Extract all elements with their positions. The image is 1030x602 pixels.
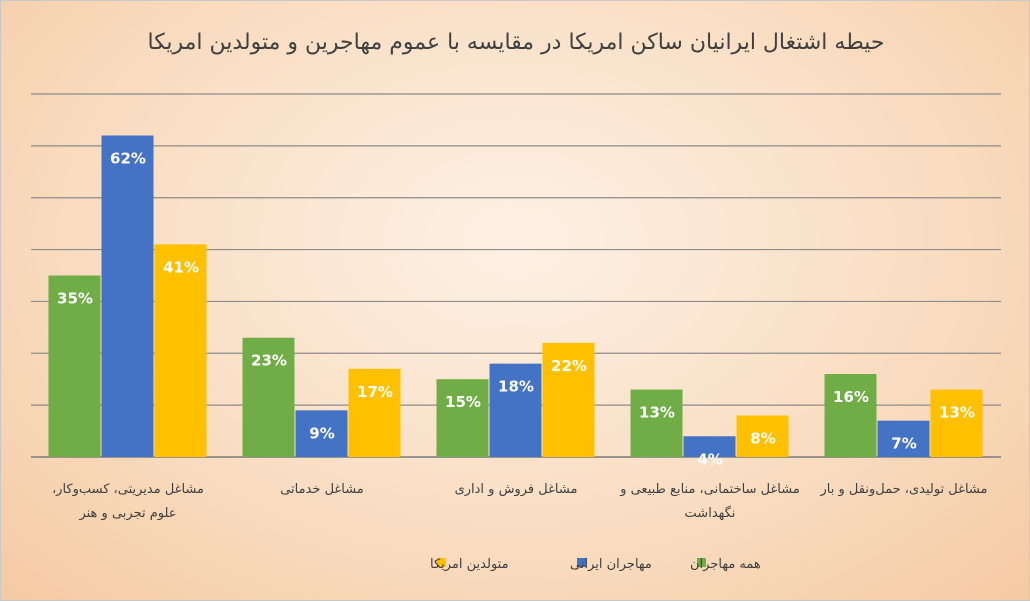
chart-title: حیطه اشتغال ایرانیان ساکن امریکا در مقای…: [148, 30, 885, 55]
bar-value-label: 16%: [833, 388, 869, 406]
bar-value-label: 8%: [750, 430, 775, 448]
bar-value-label: 15%: [445, 393, 481, 411]
bar-value-label: 22%: [551, 357, 587, 375]
bar: [101, 135, 154, 457]
bar: [630, 389, 683, 457]
bar: [242, 337, 295, 457]
bar: [295, 410, 348, 457]
bar-value-label: 13%: [939, 404, 975, 422]
legend: همه مهاجران مهاجران ایرانی متولدین امریکا: [430, 557, 761, 572]
data-labels: 35% 62% 41% 23% 9% 17% 15% 18% 22% 13% 4% 8% 16% 7% 13…: [57, 149, 975, 468]
bar-value-label: 23%: [251, 352, 287, 370]
legend-swatch: [697, 558, 706, 567]
bar: [542, 342, 595, 457]
category-label: مشاغل خدماتی: [280, 482, 364, 497]
category-label: علوم تجربی و هنر: [78, 506, 176, 521]
category-label: نگهداشت: [685, 505, 736, 521]
legend-item: همه مهاجران: [690, 557, 761, 572]
category-label: مشاغل فروش و اداری: [455, 482, 578, 497]
bar: [489, 363, 542, 457]
bar: [436, 379, 489, 457]
legend-item: متولدین امریکا: [430, 557, 509, 572]
category-label: مشاغل تولیدی، حمل‌ونقل و بار: [820, 482, 988, 497]
bar: [154, 244, 207, 457]
bar-value-label: 35%: [57, 290, 93, 308]
category-labels: مشاغل مدیریتی، کسب‌وکار، علوم تجربی و هنر…: [52, 482, 988, 521]
bar-value-label: 13%: [639, 404, 675, 422]
legend-swatch: [437, 558, 446, 567]
bar-value-label: 62%: [110, 149, 146, 167]
legend-item: مهاجران ایرانی: [570, 557, 652, 572]
bar: [930, 389, 983, 457]
bars: [48, 135, 983, 457]
bar: [877, 420, 930, 457]
bar-value-label: 4%: [697, 450, 722, 468]
bar: [736, 415, 789, 457]
bar-value-label: 9%: [309, 424, 334, 442]
bar-value-label: 17%: [357, 383, 393, 401]
bar: [48, 275, 101, 457]
bar-value-label: 7%: [891, 435, 916, 453]
bar: [824, 374, 877, 457]
bar: [348, 368, 401, 457]
legend-swatch: [577, 558, 586, 567]
bar-value-label: 41%: [163, 258, 199, 276]
bar: [683, 436, 736, 457]
category-label: مشاغل مدیریتی، کسب‌وکار،: [52, 482, 204, 497]
bar-value-label: 18%: [498, 378, 534, 396]
category-label: مشاغل ساختمانی، منابع طبیعی و: [619, 482, 800, 497]
